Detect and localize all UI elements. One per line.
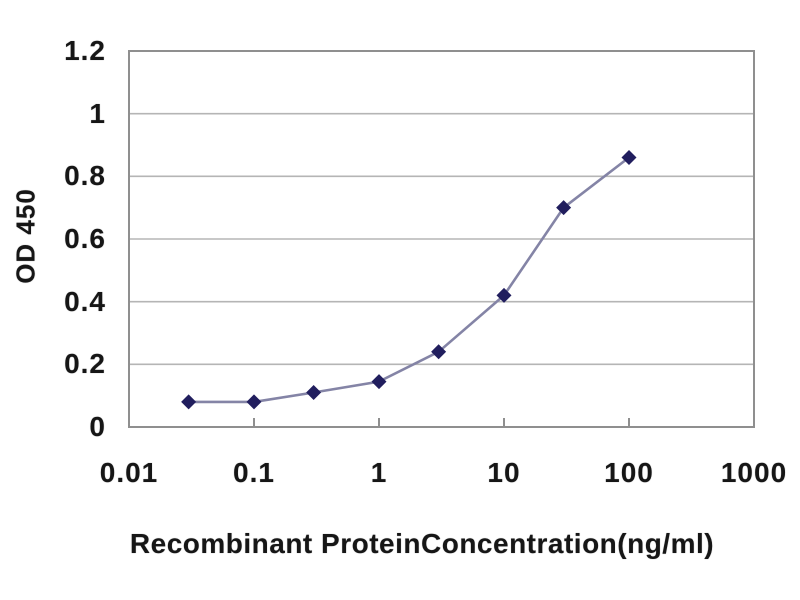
data-point-marker [556, 200, 572, 216]
data-point-marker [621, 150, 637, 166]
y-tick-label: 1.2 [64, 35, 106, 66]
data-point-marker [246, 394, 262, 410]
y-tick-label: 0.8 [64, 160, 106, 192]
x-tick-label: 1 [370, 457, 388, 488]
data-point-marker [181, 394, 197, 410]
y-tick-label: 0.2 [64, 348, 106, 380]
x-axis-title: Recombinant ProteinConcentration(ng/ml) [129, 528, 715, 559]
x-tick-label: 10 [487, 457, 521, 488]
data-point-marker [306, 385, 322, 401]
x-tick-label: 0.1 [233, 457, 275, 488]
series-line [188, 156, 630, 404]
plot-border [128, 50, 755, 428]
data-point-marker [371, 374, 387, 390]
y-tick-label: 0 [89, 411, 106, 442]
x-tick-label: 1000 [720, 457, 788, 488]
data-point-marker [431, 344, 447, 360]
y-tick-label: 0.6 [64, 223, 106, 254]
x-tick-label: 100 [604, 457, 654, 488]
x-tick-label: 0.01 [99, 457, 159, 488]
data-point-marker [496, 287, 512, 303]
y-tick-label: 1 [89, 97, 106, 129]
y-tick-label: 0.4 [64, 285, 106, 317]
